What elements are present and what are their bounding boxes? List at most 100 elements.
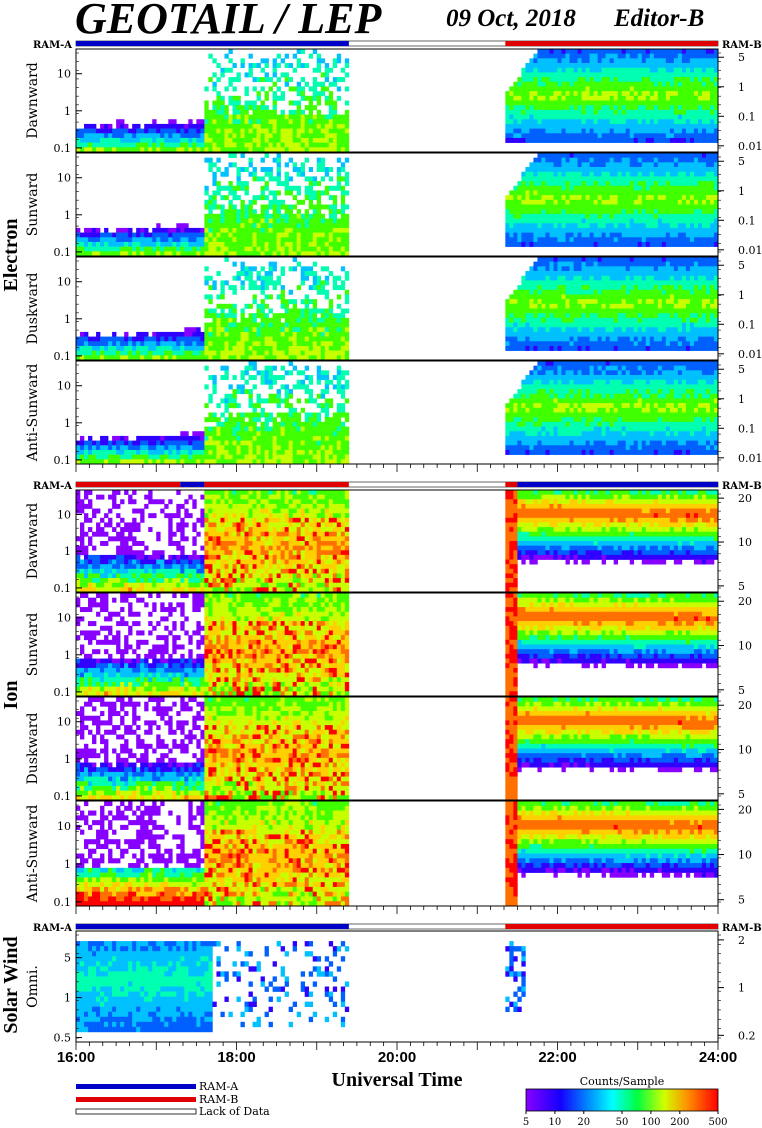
heat-cell xyxy=(641,241,647,247)
heat-cell xyxy=(513,81,518,87)
heat-cell xyxy=(336,218,342,224)
heat-cell xyxy=(573,209,578,215)
mode-bar-segment xyxy=(505,41,718,46)
heat-cell xyxy=(549,266,554,272)
heat-cell xyxy=(252,209,257,215)
heat-cell xyxy=(697,157,703,163)
heat-cell xyxy=(605,285,610,291)
heat-cell xyxy=(208,345,213,351)
heat-cell xyxy=(573,86,578,92)
heat-cell xyxy=(685,227,691,233)
heat-cell xyxy=(256,345,261,351)
heat-cell xyxy=(304,232,310,238)
heat-cell xyxy=(561,266,566,272)
heat-cell xyxy=(509,331,514,337)
heat-cell xyxy=(577,299,582,305)
heat-cell xyxy=(593,167,598,173)
heat-cell xyxy=(605,100,610,106)
heat-cell xyxy=(224,336,229,342)
heat-cell xyxy=(629,285,635,291)
heat-cell xyxy=(172,350,177,356)
heat-cell xyxy=(705,72,711,78)
heat-cell xyxy=(589,81,594,87)
heat-cell xyxy=(340,355,346,361)
heat-cell xyxy=(308,299,314,305)
heat-cell xyxy=(256,237,261,243)
left-tick-label: 1 xyxy=(64,105,71,118)
heat-cell xyxy=(705,232,711,238)
heat-cell xyxy=(657,114,663,120)
heat-cell xyxy=(292,213,297,219)
heat-cell xyxy=(505,195,510,201)
heat-cell xyxy=(713,153,719,158)
heat-cell xyxy=(521,185,526,191)
heat-cell xyxy=(296,313,301,319)
heat-cell xyxy=(565,137,570,143)
heat-cell xyxy=(697,49,703,54)
heat-cell xyxy=(613,317,618,323)
heat-cell xyxy=(613,308,618,314)
heat-cell xyxy=(292,237,297,243)
heat-cell xyxy=(208,213,213,219)
heat-cell xyxy=(521,105,526,111)
heat-cell xyxy=(673,53,679,59)
heat-cell xyxy=(116,142,121,148)
heat-cell xyxy=(260,114,265,120)
heat-cell xyxy=(709,133,715,139)
heat-cell xyxy=(617,241,622,247)
heat-cell xyxy=(593,308,598,314)
heat-cell xyxy=(224,213,229,219)
heat-cell xyxy=(685,72,691,78)
heat-cell xyxy=(565,114,570,120)
heat-cell xyxy=(204,213,209,219)
heat-cell xyxy=(701,81,707,87)
heat-cell xyxy=(701,237,707,243)
heat-cell xyxy=(292,266,297,272)
heat-cell xyxy=(621,331,627,337)
heat-cell xyxy=(76,336,81,342)
heat-cell xyxy=(613,58,618,64)
heat-cell xyxy=(344,147,350,153)
heat-cell xyxy=(220,294,225,300)
heat-cell xyxy=(204,218,209,224)
heat-cell xyxy=(232,232,237,238)
heat-cell xyxy=(124,232,129,238)
heat-cell xyxy=(529,299,534,305)
heat-cell xyxy=(565,199,570,205)
heat-cell xyxy=(196,246,201,252)
heat-cell xyxy=(545,294,550,300)
heat-cell xyxy=(713,157,719,163)
heat-cell xyxy=(324,294,330,300)
heat-cell xyxy=(673,133,679,139)
heat-cell xyxy=(88,345,93,351)
heat-cell xyxy=(573,81,578,87)
heat-cell xyxy=(344,241,350,247)
heat-cell xyxy=(681,209,687,215)
heat-cell xyxy=(573,266,578,272)
heat-cell xyxy=(613,157,618,163)
heat-cell xyxy=(697,204,703,210)
heat-cell xyxy=(645,137,651,143)
heat-cell xyxy=(292,350,297,356)
heat-cell xyxy=(92,241,97,247)
heat-cell xyxy=(92,133,97,139)
heat-cell xyxy=(144,142,149,148)
heat-cell xyxy=(665,137,671,143)
heat-cell xyxy=(709,100,715,106)
heat-cell xyxy=(521,223,526,229)
heat-cell xyxy=(164,341,169,347)
heat-cell xyxy=(284,341,289,347)
heat-cell xyxy=(697,105,703,111)
heat-cell xyxy=(288,336,293,342)
heat-cell xyxy=(200,227,205,233)
heat-cell xyxy=(601,81,606,87)
heat-cell xyxy=(200,142,205,148)
heat-cell xyxy=(328,317,334,323)
heat-cell xyxy=(144,251,149,257)
heat-cell xyxy=(212,345,217,351)
heat-cell xyxy=(701,77,707,83)
heat-cell xyxy=(685,237,691,243)
heat-cell xyxy=(601,223,606,229)
heat-cell xyxy=(561,213,566,219)
heat-cell xyxy=(128,137,133,143)
